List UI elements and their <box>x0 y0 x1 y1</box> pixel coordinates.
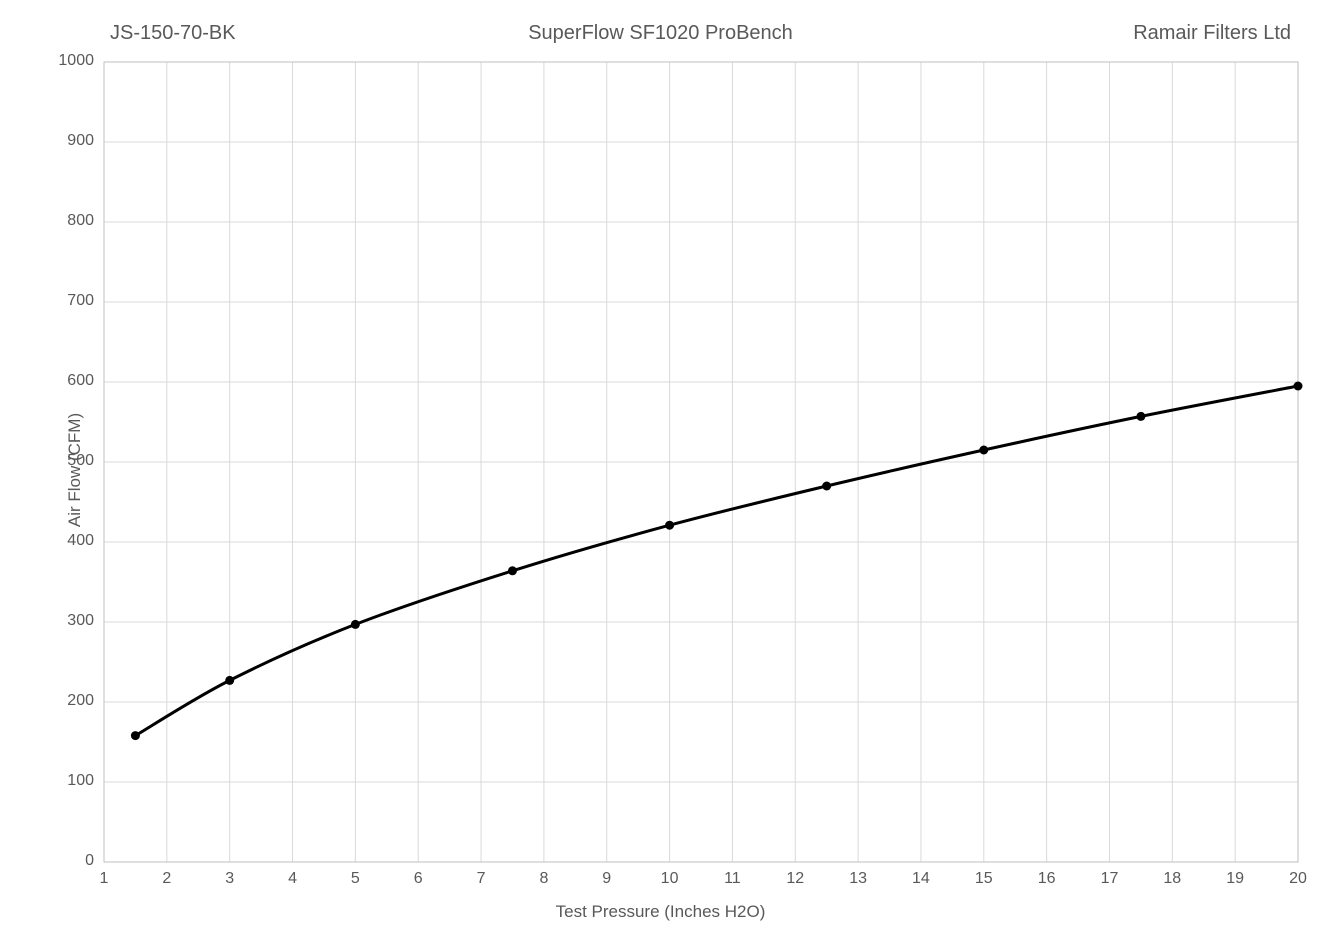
x-tick-label: 8 <box>524 870 564 888</box>
x-tick-label: 12 <box>775 870 815 888</box>
y-tick-label: 200 <box>44 692 94 710</box>
x-tick-label: 19 <box>1215 870 1255 888</box>
x-tick-label: 15 <box>964 870 1004 888</box>
x-tick-label: 13 <box>838 870 878 888</box>
x-tick-label: 14 <box>901 870 941 888</box>
y-tick-label: 900 <box>44 132 94 150</box>
x-tick-label: 10 <box>650 870 690 888</box>
x-axis-label: Test Pressure (Inches H2O) <box>0 902 1321 922</box>
y-tick-label: 400 <box>44 532 94 550</box>
y-axis-label: Air Flow (CFM) <box>65 413 85 527</box>
y-tick-label: 300 <box>44 612 94 630</box>
y-tick-label: 0 <box>44 852 94 870</box>
y-tick-label: 800 <box>44 212 94 230</box>
x-tick-label: 17 <box>1089 870 1129 888</box>
x-tick-label: 5 <box>335 870 375 888</box>
x-tick-label: 6 <box>398 870 438 888</box>
y-tick-label: 1000 <box>44 52 94 70</box>
x-tick-label: 1 <box>84 870 124 888</box>
y-tick-label: 700 <box>44 292 94 310</box>
x-tick-label: 3 <box>210 870 250 888</box>
x-tick-label: 2 <box>147 870 187 888</box>
y-tick-label: 100 <box>44 772 94 790</box>
x-tick-label: 20 <box>1278 870 1318 888</box>
x-tick-label: 7 <box>461 870 501 888</box>
x-tick-label: 4 <box>273 870 313 888</box>
chart-svg <box>0 0 1321 940</box>
y-tick-label: 600 <box>44 372 94 390</box>
chart-container: SuperFlow SF1020 ProBench JS-150-70-BK R… <box>0 0 1321 940</box>
x-tick-label: 9 <box>587 870 627 888</box>
x-tick-label: 11 <box>712 870 752 888</box>
x-tick-label: 18 <box>1152 870 1192 888</box>
x-tick-label: 16 <box>1027 870 1067 888</box>
y-tick-label: 500 <box>44 452 94 470</box>
